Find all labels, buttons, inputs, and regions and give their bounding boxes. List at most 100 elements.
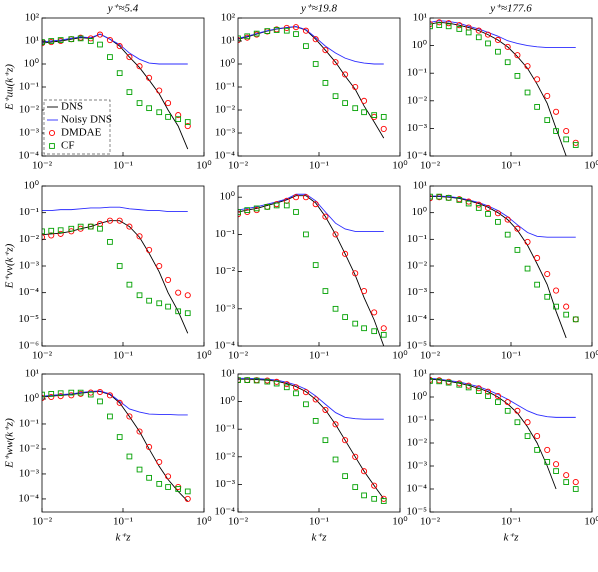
marker: [184, 123, 191, 130]
y-tick-label: 10¹: [413, 12, 427, 24]
marker: [312, 61, 319, 67]
marker: [494, 392, 501, 400]
marker: [514, 73, 521, 79]
x-tick-label: 10⁻²: [420, 160, 441, 172]
marker: [312, 36, 319, 43]
marker: [322, 47, 329, 54]
marker: [332, 305, 339, 312]
marker: [175, 308, 182, 315]
marker: [465, 384, 472, 391]
marker: [544, 293, 551, 300]
plot: [42, 388, 191, 502]
marker: [244, 377, 251, 383]
y-tick-label: 10⁻⁴: [18, 286, 39, 298]
marker: [312, 418, 319, 424]
y-tick-label: 10⁻¹: [215, 81, 235, 93]
marker: [253, 377, 260, 384]
marker: [563, 128, 570, 135]
marker: [264, 378, 271, 385]
marker: [42, 391, 45, 398]
series-line: [42, 390, 188, 416]
marker: [504, 43, 511, 50]
marker: [126, 223, 133, 230]
marker: [553, 128, 559, 134]
x-tick-label: 10⁻¹: [113, 350, 133, 362]
x-tick-label: 10⁰: [196, 516, 212, 528]
marker: [361, 288, 368, 295]
series-line: [238, 195, 385, 346]
y-tick-label: 10⁻¹: [407, 67, 427, 79]
marker: [146, 297, 152, 304]
marker: [485, 211, 491, 217]
marker: [312, 201, 319, 208]
marker: [322, 213, 329, 220]
x-tick-label: 10⁻¹: [113, 160, 133, 172]
y-tick-label: 10⁻¹: [407, 414, 427, 426]
marker: [293, 209, 299, 215]
series-line: [42, 391, 189, 502]
marker: [126, 281, 133, 288]
marker: [156, 300, 163, 307]
legend-label: CF: [61, 140, 74, 152]
plot: [430, 193, 579, 339]
marker: [456, 197, 463, 203]
y-tick-label: 10⁻⁴: [18, 492, 39, 504]
marker: [332, 456, 339, 463]
plot-frame: [237, 185, 401, 347]
marker: [514, 52, 521, 59]
y-tick-label: 10⁰: [24, 393, 40, 405]
marker: [165, 114, 171, 120]
marker: [342, 437, 349, 444]
marker: [544, 92, 551, 99]
marker: [303, 231, 309, 238]
y-tick-label: 10⁻³: [19, 127, 40, 139]
y-tick-label: 10⁻³: [19, 260, 40, 272]
marker: [264, 204, 271, 210]
marker: [342, 250, 349, 257]
series-line: [430, 196, 567, 339]
marker: [524, 419, 531, 426]
y-tick-label: 10²: [25, 12, 40, 24]
marker: [572, 316, 579, 323]
y-tick-label: 10⁻²: [215, 450, 236, 462]
marker: [563, 136, 570, 143]
marker: [524, 63, 531, 70]
marker: [107, 413, 113, 420]
marker: [544, 459, 551, 465]
series-line: [42, 33, 188, 65]
marker: [87, 38, 94, 44]
marker: [371, 113, 378, 120]
plot-frame: [237, 373, 401, 513]
marker: [352, 83, 359, 91]
marker: [136, 100, 143, 106]
marker: [352, 453, 359, 460]
marker: [475, 201, 482, 208]
marker: [456, 381, 463, 388]
marker: [361, 325, 367, 332]
x-tick-label: 10⁻²: [32, 160, 53, 172]
y-tick-label: 10⁻⁵: [18, 313, 39, 325]
marker: [106, 36, 113, 44]
marker: [361, 468, 368, 475]
marker: [184, 119, 191, 125]
marker: [456, 26, 463, 32]
marker: [136, 233, 143, 240]
marker: [146, 474, 152, 481]
x-axis-label: k⁺z: [504, 532, 520, 544]
marker: [184, 310, 191, 317]
x-tick-label: 10⁻¹: [501, 350, 521, 362]
marker: [97, 398, 103, 405]
plot: [430, 376, 579, 492]
series-line: [430, 195, 576, 238]
series-line: [238, 25, 384, 65]
y-tick-label: 10¹: [221, 35, 235, 47]
marker: [264, 28, 271, 34]
x-tick-label: 10⁰: [584, 160, 598, 172]
y-tick-label: 10⁻³: [215, 478, 236, 490]
y-tick-label: 10⁻²: [407, 437, 428, 449]
marker: [165, 100, 172, 107]
marker: [253, 205, 260, 212]
marker: [322, 288, 329, 294]
marker: [184, 495, 191, 502]
marker: [184, 488, 191, 495]
